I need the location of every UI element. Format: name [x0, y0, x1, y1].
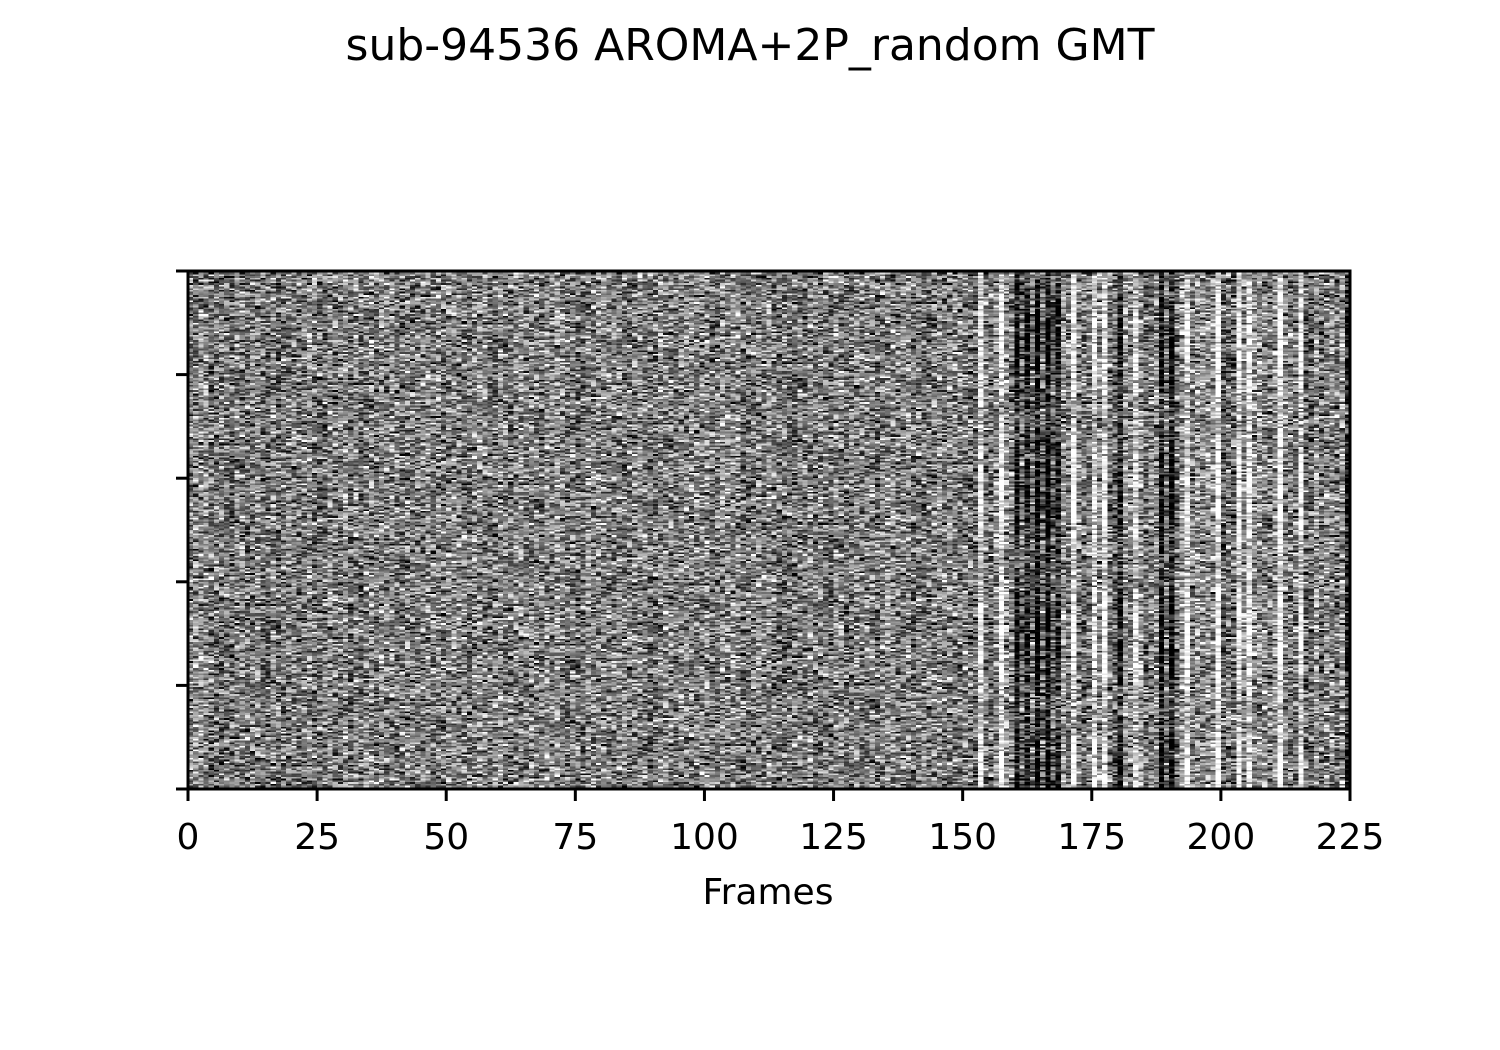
plot-frame — [186, 269, 1352, 791]
chart-title: sub-94536 AROMA+2P_random GMT — [346, 20, 1155, 71]
x-tick-label: 50 — [423, 817, 469, 858]
x-tick-label: 25 — [294, 817, 340, 858]
x-tick-label: 225 — [1316, 817, 1385, 858]
x-tick-label: 175 — [1057, 817, 1126, 858]
x-tick-label: 0 — [177, 817, 200, 858]
y-axis — [176, 269, 188, 791]
heatmap-image — [188, 271, 1350, 789]
x-axis-label: Frames — [703, 872, 834, 913]
x-tick-label: 200 — [1187, 817, 1256, 858]
x-tick-label: 75 — [552, 817, 598, 858]
plot-area — [186, 269, 1352, 791]
x-axis: 0 25 50 75 100 125 150 175 200 225 — [177, 789, 1385, 858]
x-tick-label: 100 — [670, 817, 739, 858]
x-tick-label: 150 — [928, 817, 997, 858]
x-tick-label: 125 — [799, 817, 868, 858]
